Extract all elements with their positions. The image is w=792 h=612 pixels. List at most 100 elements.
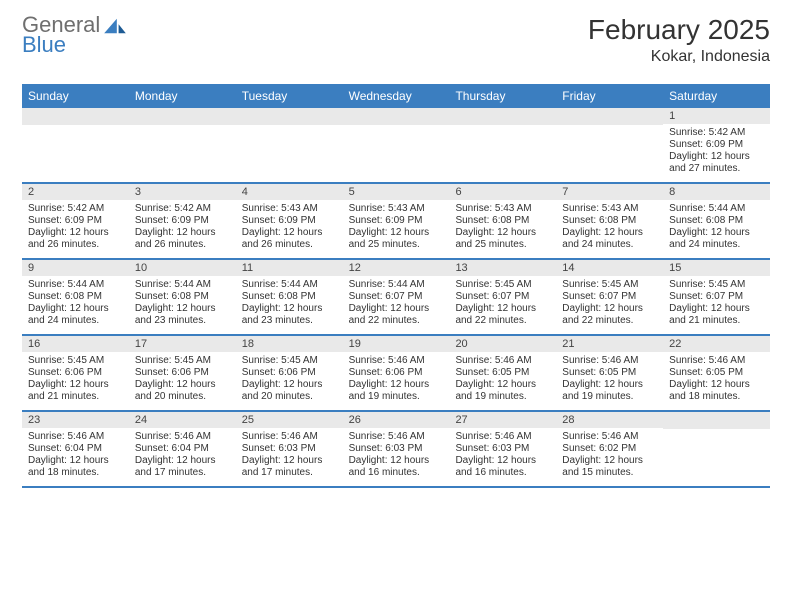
calendar-day: 24Sunrise: 5:46 AMSunset: 6:04 PMDayligh…: [129, 412, 236, 486]
sunset-text: Sunset: 6:09 PM: [669, 139, 764, 151]
sunset-text: Sunset: 6:08 PM: [135, 291, 230, 303]
day-number: 13: [449, 260, 556, 276]
day-body: Sunrise: 5:43 AMSunset: 6:08 PMDaylight:…: [556, 200, 663, 257]
calendar-day: 19Sunrise: 5:46 AMSunset: 6:06 PMDayligh…: [343, 336, 450, 410]
sunrise-text: Sunrise: 5:46 AM: [242, 431, 337, 443]
sunrise-text: Sunrise: 5:46 AM: [135, 431, 230, 443]
day-body: Sunrise: 5:46 AMSunset: 6:06 PMDaylight:…: [343, 352, 450, 409]
calendar-week: 23Sunrise: 5:46 AMSunset: 6:04 PMDayligh…: [22, 412, 770, 488]
day-number: 20: [449, 336, 556, 352]
day-number: 11: [236, 260, 343, 276]
daylight-text: Daylight: 12 hours and 26 minutes.: [242, 227, 337, 251]
sunset-text: Sunset: 6:05 PM: [455, 367, 550, 379]
sunrise-text: Sunrise: 5:45 AM: [562, 279, 657, 291]
day-number: 6: [449, 184, 556, 200]
day-body: Sunrise: 5:46 AMSunset: 6:05 PMDaylight:…: [663, 352, 770, 409]
calendar-day: 6Sunrise: 5:43 AMSunset: 6:08 PMDaylight…: [449, 184, 556, 258]
day-number: 3: [129, 184, 236, 200]
sunrise-text: Sunrise: 5:43 AM: [562, 203, 657, 215]
title-block: February 2025 Kokar, Indonesia: [588, 14, 770, 66]
calendar-day: 15Sunrise: 5:45 AMSunset: 6:07 PMDayligh…: [663, 260, 770, 334]
day-body: Sunrise: 5:45 AMSunset: 6:07 PMDaylight:…: [663, 276, 770, 333]
daylight-text: Daylight: 12 hours and 22 minutes.: [349, 303, 444, 327]
calendar-day-empty: [129, 108, 236, 182]
day-number: [236, 108, 343, 125]
header: General Blue February 2025 Kokar, Indone…: [22, 14, 770, 66]
weekday-header: Tuesday: [236, 84, 343, 108]
day-body: Sunrise: 5:43 AMSunset: 6:09 PMDaylight:…: [236, 200, 343, 257]
sunrise-text: Sunrise: 5:45 AM: [242, 355, 337, 367]
day-body: Sunrise: 5:46 AMSunset: 6:03 PMDaylight:…: [449, 428, 556, 485]
daylight-text: Daylight: 12 hours and 25 minutes.: [455, 227, 550, 251]
calendar-day: 17Sunrise: 5:45 AMSunset: 6:06 PMDayligh…: [129, 336, 236, 410]
daylight-text: Daylight: 12 hours and 26 minutes.: [28, 227, 123, 251]
calendar-day: 13Sunrise: 5:45 AMSunset: 6:07 PMDayligh…: [449, 260, 556, 334]
calendar-week: 16 Sunrise: 5:45 AMSunset: 6:06 PMDayligh…: [22, 336, 770, 412]
daylight-text: Daylight: 12 hours and 26 minutes.: [135, 227, 230, 251]
sunset-text: Sunset: 6:02 PM: [562, 443, 657, 455]
calendar-day: 16Sunrise: 5:45 AMSunset: 6:06 PMDayligh…: [22, 336, 129, 410]
calendar-day: 12Sunrise: 5:44 AMSunset: 6:07 PMDayligh…: [343, 260, 450, 334]
sunset-text: Sunset: 6:08 PM: [455, 215, 550, 227]
sunrise-text: Sunrise: 5:46 AM: [349, 431, 444, 443]
calendar-day: 25Sunrise: 5:46 AMSunset: 6:03 PMDayligh…: [236, 412, 343, 486]
daylight-text: Daylight: 12 hours and 19 minutes.: [455, 379, 550, 403]
calendar-week: 2Sunrise: 5:42 AMSunset: 6:09 PMDaylight…: [22, 184, 770, 260]
sunset-text: Sunset: 6:08 PM: [242, 291, 337, 303]
day-number: 7: [556, 184, 663, 200]
day-number: 1: [663, 108, 770, 124]
sunrise-text: Sunrise: 5:44 AM: [349, 279, 444, 291]
calendar-day: 18Sunrise: 5:45 AMSunset: 6:06 PMDayligh…: [236, 336, 343, 410]
day-number: 27: [449, 412, 556, 428]
daylight-text: Daylight: 12 hours and 18 minutes.: [28, 455, 123, 479]
calendar-day: 10 Sunrise: 5:44 AMSunset: 6:08 PMDayligh…: [129, 260, 236, 334]
day-body: Sunrise: 5:46 AMSunset: 6:03 PMDaylight:…: [343, 428, 450, 485]
day-body: Sunrise: 5:45 AMSunset: 6:06 PMDaylight:…: [236, 352, 343, 409]
calendar-day-empty: [663, 412, 770, 486]
day-number: 22: [663, 336, 770, 352]
daylight-text: Daylight: 12 hours and 17 minutes.: [242, 455, 337, 479]
weekday-header: Sunday: [22, 84, 129, 108]
sunrise-text: Sunrise: 5:46 AM: [669, 355, 764, 367]
day-number: 16: [22, 336, 129, 352]
calendar-day: 8Sunrise: 5:44 AMSunset: 6:08 PMDaylight…: [663, 184, 770, 258]
day-body: [22, 125, 129, 182]
daylight-text: Daylight: 12 hours and 24 minutes.: [562, 227, 657, 251]
day-number: 15: [663, 260, 770, 276]
day-number: [556, 108, 663, 125]
day-body: Sunrise: 5:42 AMSunset: 6:09 PMDaylight:…: [22, 200, 129, 257]
sunrise-text: Sunrise: 5:45 AM: [28, 355, 123, 367]
sunset-text: Sunset: 6:04 PM: [135, 443, 230, 455]
daylight-text: Daylight: 12 hours and 24 minutes.: [669, 227, 764, 251]
sunrise-text: Sunrise: 5:46 AM: [455, 355, 550, 367]
calendar-day-empty: [449, 108, 556, 182]
daylight-text: Daylight: 12 hours and 18 minutes.: [669, 379, 764, 403]
calendar-day-empty: [22, 108, 129, 182]
day-body: Sunrise: 5:46 AMSunset: 6:04 PMDaylight:…: [129, 428, 236, 485]
daylight-text: Daylight: 12 hours and 21 minutes.: [669, 303, 764, 327]
sunset-text: Sunset: 6:09 PM: [349, 215, 444, 227]
brand-sail-icon: [104, 17, 126, 35]
calendar-day: 28Sunrise: 5:46 AMSunset: 6:02 PMDayligh…: [556, 412, 663, 486]
calendar-day: 27Sunrise: 5:46 AMSunset: 6:03 PMDayligh…: [449, 412, 556, 486]
day-number: 2: [22, 184, 129, 200]
day-number: 19: [343, 336, 450, 352]
calendar-day: 7Sunrise: 5:43 AMSunset: 6:08 PMDaylight…: [556, 184, 663, 258]
calendar-day: 23Sunrise: 5:46 AMSunset: 6:04 PMDayligh…: [22, 412, 129, 486]
sunrise-text: Sunrise: 5:43 AM: [242, 203, 337, 215]
day-body: Sunrise: 5:46 AMSunset: 6:05 PMDaylight:…: [556, 352, 663, 409]
daylight-text: Daylight: 12 hours and 24 minutes.: [28, 303, 123, 327]
calendar-day: 14Sunrise: 5:45 AMSunset: 6:07 PMDayligh…: [556, 260, 663, 334]
sunrise-text: Sunrise: 5:44 AM: [135, 279, 230, 291]
weekday-header: Thursday: [449, 84, 556, 108]
weekday-header: Wednesday: [343, 84, 450, 108]
weekday-header: Monday: [129, 84, 236, 108]
sunrise-text: Sunrise: 5:45 AM: [669, 279, 764, 291]
sunset-text: Sunset: 6:03 PM: [455, 443, 550, 455]
day-body: [343, 125, 450, 182]
sunrise-text: Sunrise: 5:46 AM: [349, 355, 444, 367]
day-body: Sunrise: 5:44 AMSunset: 6:08 PMDaylight:…: [663, 200, 770, 257]
daylight-text: Daylight: 12 hours and 23 minutes.: [135, 303, 230, 327]
sunset-text: Sunset: 6:07 PM: [669, 291, 764, 303]
day-number: 10: [129, 260, 236, 276]
